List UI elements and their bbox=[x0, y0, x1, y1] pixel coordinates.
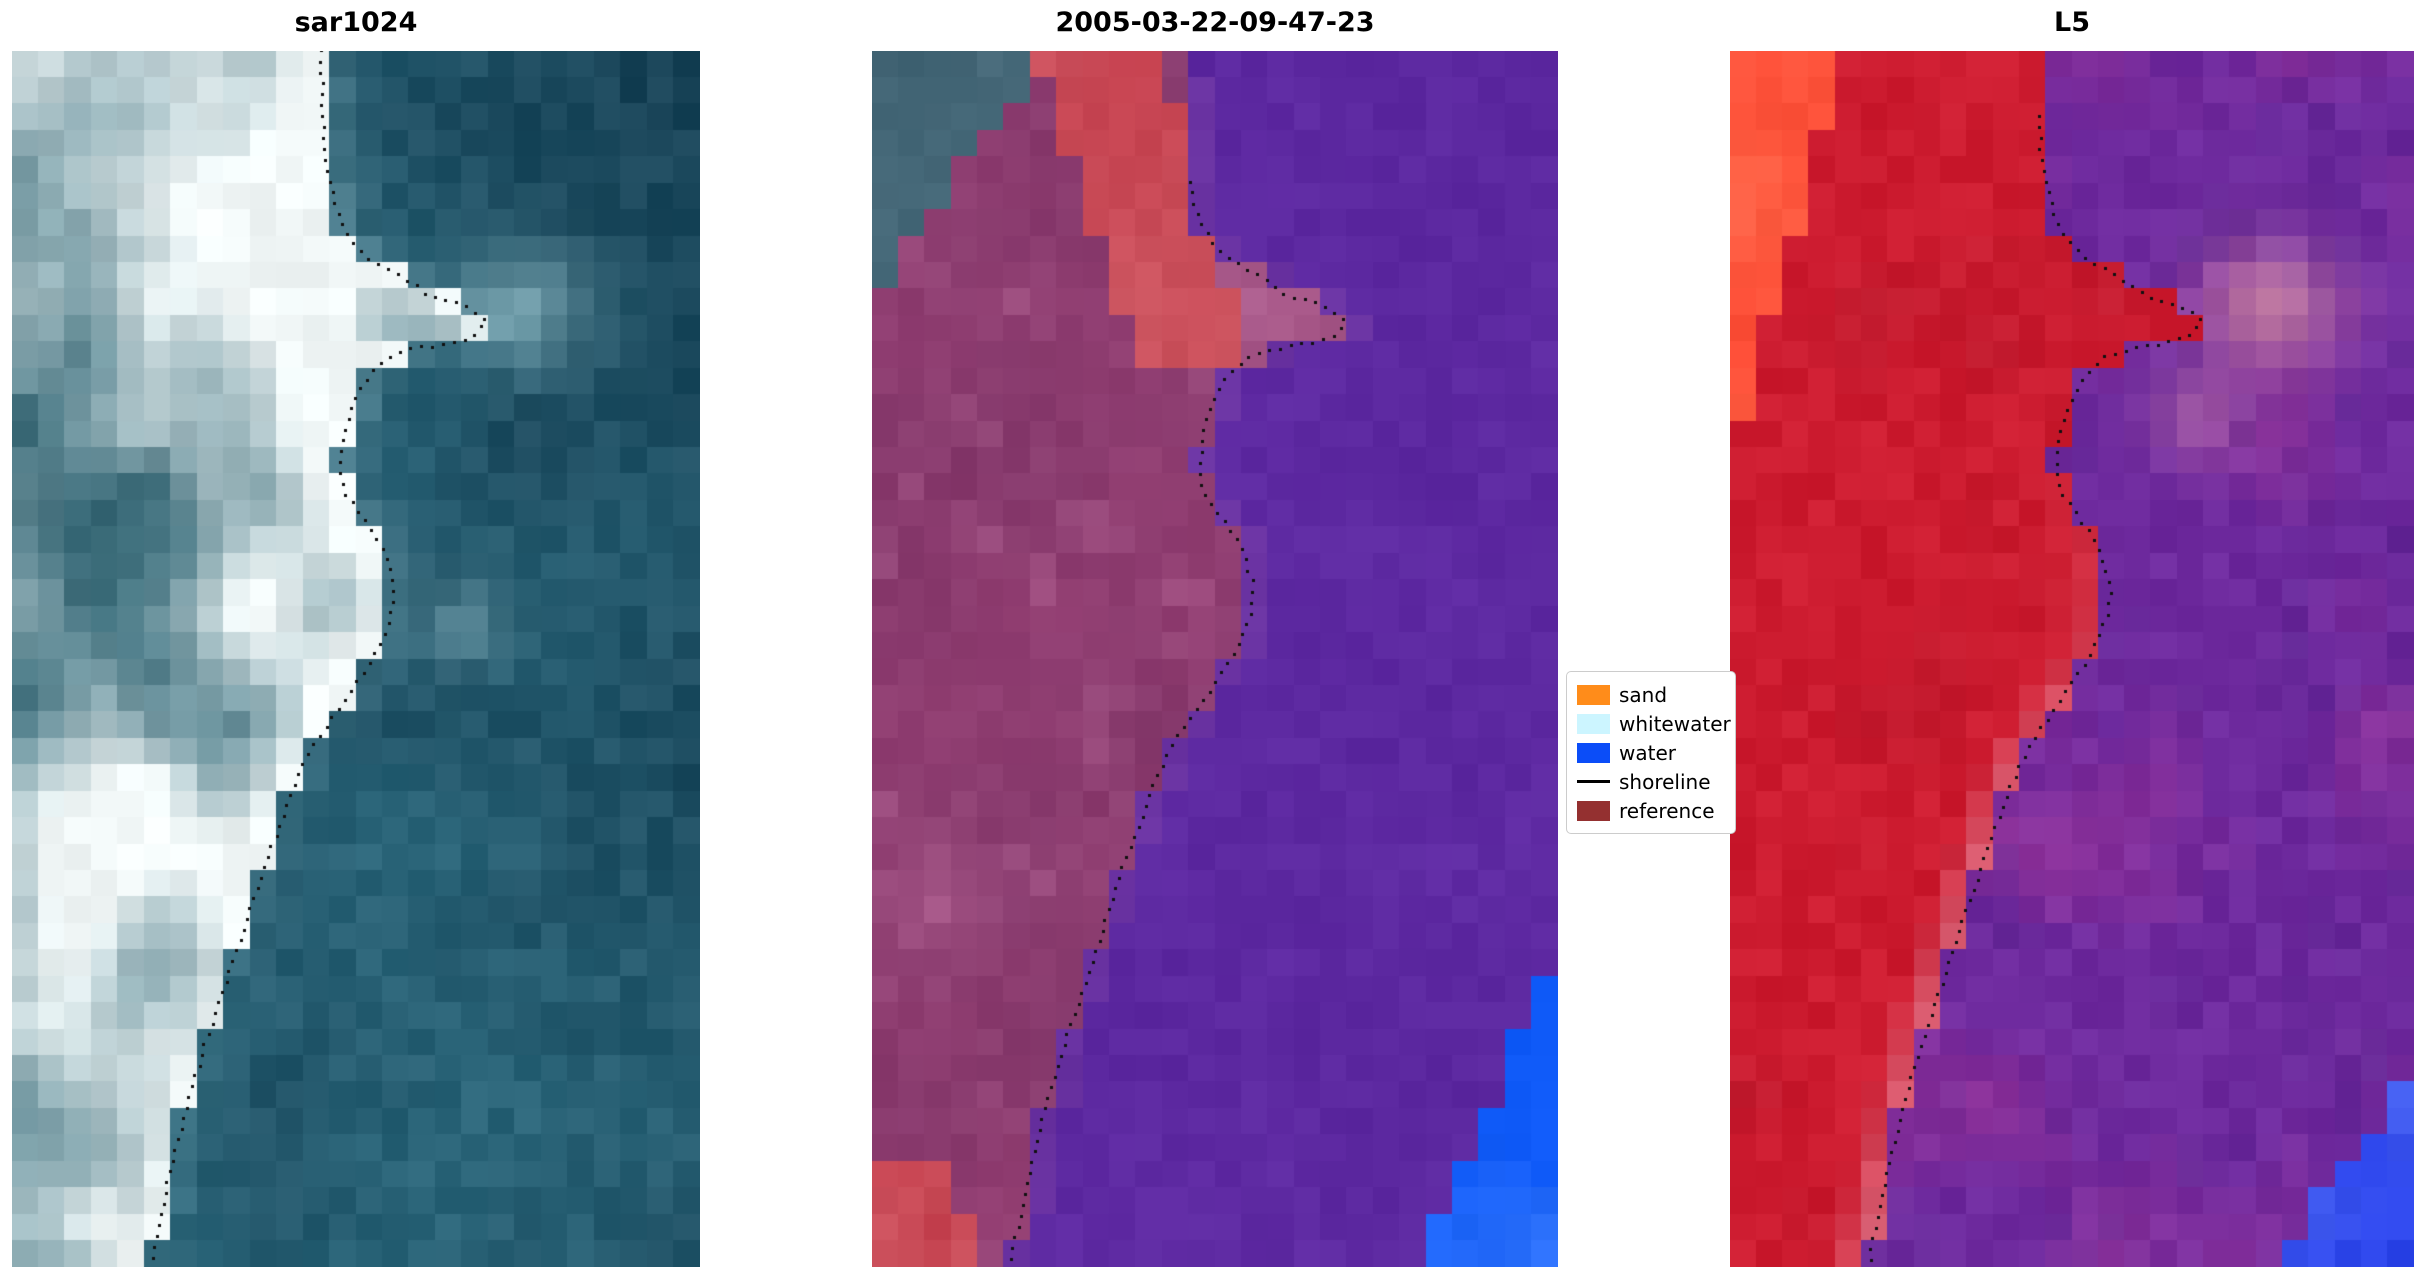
water-label: water bbox=[1619, 740, 1676, 765]
legend-item-water: water bbox=[1577, 738, 1725, 767]
sand-swatch bbox=[1577, 684, 1610, 705]
whitewater-label: whitewater bbox=[1619, 711, 1731, 736]
shoreline-line-swatch bbox=[1577, 780, 1610, 783]
legend-item-sand: sand bbox=[1577, 680, 1725, 709]
shoreline-label: shoreline bbox=[1619, 769, 1711, 794]
panel-l5: L5 bbox=[1730, 7, 2414, 1267]
legend: sand whitewater water shoreline referenc… bbox=[1566, 671, 1736, 834]
legend-item-reference: reference bbox=[1577, 796, 1725, 825]
legend-item-whitewater: whitewater bbox=[1577, 709, 1731, 738]
reference-label: reference bbox=[1619, 798, 1715, 823]
l5-image bbox=[1730, 51, 2414, 1267]
classified-image bbox=[872, 51, 1558, 1267]
water-swatch bbox=[1577, 742, 1610, 763]
panel-title-date: 2005-03-22-09-47-23 bbox=[1055, 7, 1375, 38]
reference-swatch bbox=[1577, 800, 1610, 821]
panel-title-sar1024: sar1024 bbox=[294, 7, 418, 38]
panel-title-l5: L5 bbox=[2054, 7, 2090, 38]
panel-sar1024: sar1024 bbox=[12, 7, 700, 1267]
panel-classified-date: 2005-03-22-09-47-23 bbox=[872, 7, 1558, 1267]
legend-item-shoreline: shoreline bbox=[1577, 767, 1725, 796]
sar1024-image bbox=[12, 51, 700, 1267]
sand-label: sand bbox=[1619, 682, 1668, 707]
whitewater-swatch bbox=[1577, 713, 1610, 734]
